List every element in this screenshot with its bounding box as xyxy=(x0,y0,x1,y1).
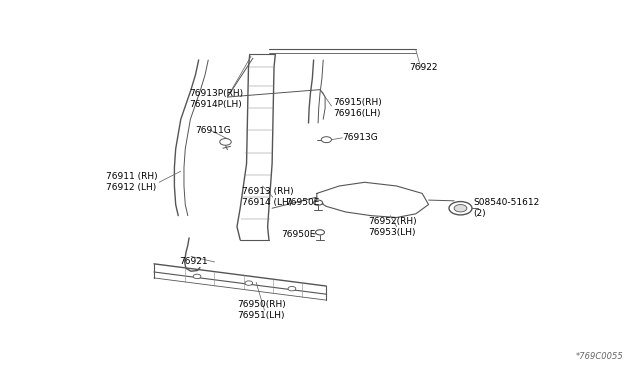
Text: 76913 (RH)
76914 (LH): 76913 (RH) 76914 (LH) xyxy=(242,187,294,207)
Circle shape xyxy=(314,200,323,205)
Text: 76921: 76921 xyxy=(179,257,208,266)
Text: S08540-51612
(2): S08540-51612 (2) xyxy=(473,198,540,218)
Circle shape xyxy=(245,281,253,285)
Text: 76950E: 76950E xyxy=(282,230,316,239)
Text: *769C0055: *769C0055 xyxy=(575,352,623,361)
Text: 76950(RH)
76951(LH): 76950(RH) 76951(LH) xyxy=(237,300,285,320)
Circle shape xyxy=(321,137,332,142)
Text: 76950E: 76950E xyxy=(285,198,319,207)
Text: 76922: 76922 xyxy=(410,63,438,72)
Circle shape xyxy=(454,205,467,212)
Circle shape xyxy=(288,286,296,291)
Text: 76952(RH)
76953(LH): 76952(RH) 76953(LH) xyxy=(368,217,417,237)
Circle shape xyxy=(220,138,231,145)
Text: 76915(RH)
76916(LH): 76915(RH) 76916(LH) xyxy=(333,98,381,118)
Circle shape xyxy=(316,230,324,235)
Circle shape xyxy=(449,202,472,215)
Text: 76911 (RH)
76912 (LH): 76911 (RH) 76912 (LH) xyxy=(106,172,157,192)
Circle shape xyxy=(193,274,201,279)
Text: 76913G: 76913G xyxy=(342,133,378,142)
Text: 76911G: 76911G xyxy=(195,126,231,135)
Text: 76913P(RH)
76914P(LH): 76913P(RH) 76914P(LH) xyxy=(189,89,243,109)
